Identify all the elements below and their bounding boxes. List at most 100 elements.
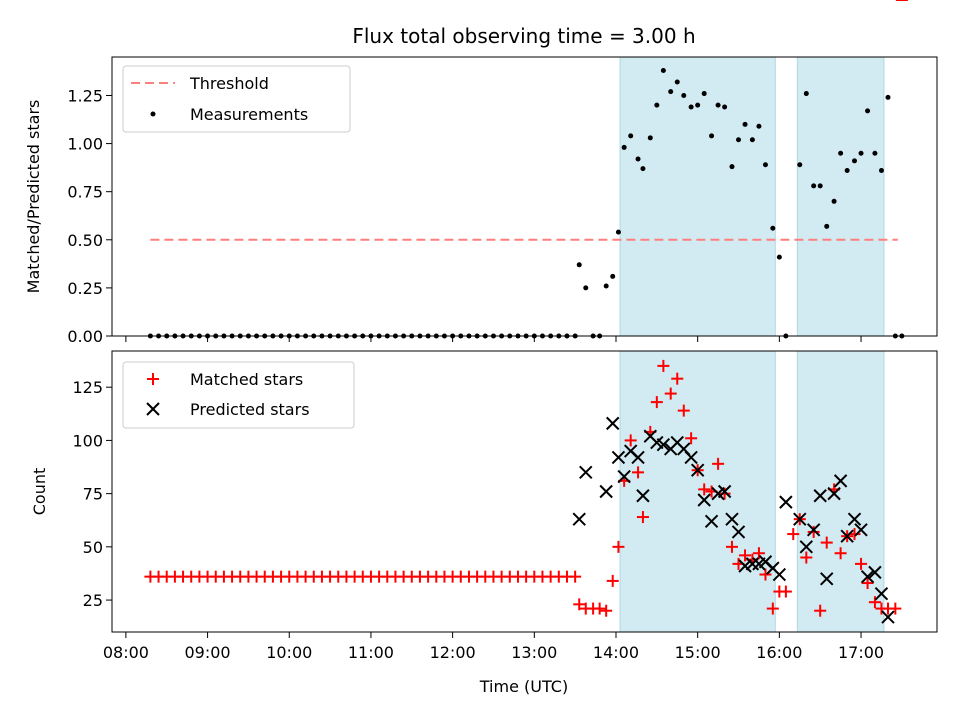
measurement-point (770, 225, 776, 231)
x-tick-label: 10:00 (266, 643, 312, 662)
bottom-y-tick-label: 100 (72, 431, 103, 450)
matched-star-point (698, 483, 711, 496)
matched-star-point (787, 528, 800, 541)
predicted-star-point (745, 557, 760, 571)
matched-star-point (593, 602, 606, 615)
bottom-y-tick-label: 50 (83, 538, 103, 557)
top-y-tick-label: 0.75 (67, 183, 103, 202)
predicted-star-point (599, 484, 613, 499)
measurement-point (576, 262, 582, 268)
predicted-legend-swatch (146, 402, 160, 416)
predicted-star-point (572, 512, 586, 526)
matched-star-point (759, 568, 772, 581)
measurement-point (635, 156, 641, 162)
x-tick-label: 12:00 (430, 643, 476, 662)
measurement-point (844, 168, 850, 174)
measurement-point (742, 121, 748, 127)
matched-star-point (718, 487, 731, 500)
measurement-point (701, 91, 707, 97)
matched-star-point (664, 387, 677, 400)
measurement-point (736, 137, 742, 143)
matched-star-point (657, 359, 670, 372)
bottom-y-tick-label: 125 (72, 378, 103, 397)
matched-star-point (861, 577, 874, 590)
measurement-point (749, 137, 755, 143)
predicted-star-point (772, 567, 787, 582)
measurement-point (674, 79, 680, 85)
measurement-point (878, 168, 884, 174)
measurement-point (885, 94, 891, 100)
predicted-star-point (697, 493, 711, 507)
measurement-point (756, 123, 762, 129)
predicted-star-point (854, 523, 868, 537)
predicted-legend-label: Predicted stars (190, 400, 310, 419)
matched-star-point (612, 540, 625, 553)
matched-star-point (606, 574, 619, 587)
measurement-point (695, 102, 701, 108)
measurement-point (872, 150, 878, 156)
top-y-tick-label: 1.25 (67, 86, 103, 105)
measurement-point (811, 183, 817, 189)
count-points (144, 0, 908, 624)
measurement-point (776, 254, 782, 260)
matched-star-point (677, 404, 690, 417)
bottom-panel: 25 50 75 100 125 08:00 09:00 10:00 11:00 12:00 13… (30, 0, 938, 696)
measurement-point (688, 104, 694, 110)
x-tick-label: 17:00 (838, 643, 884, 662)
measurement-point (583, 285, 589, 291)
predicted-star-point (881, 610, 895, 624)
measurement-point (610, 273, 616, 279)
measurement-point (647, 135, 653, 141)
x-tick-label: 11:00 (348, 643, 394, 662)
matched-star-point (712, 457, 725, 470)
predicted-star-point (813, 489, 827, 503)
measurement-point (621, 144, 627, 150)
predicted-star-point (847, 512, 862, 526)
predicted-star-point (820, 572, 834, 586)
top-y-ticks: 0.00 0.25 0.50 0.75 1.00 1.25 (67, 86, 112, 346)
predicted-star-point (684, 450, 698, 465)
matched-star-point (600, 604, 613, 617)
matched-star-point (752, 547, 765, 560)
measurement-point (729, 164, 735, 170)
predicted-star-point (704, 514, 719, 529)
x-tick-label: 15:00 (675, 643, 721, 662)
top-legend-box (122, 65, 351, 133)
measurement-point (838, 150, 844, 156)
matched-star-point (834, 547, 847, 560)
measurement-point (668, 89, 674, 95)
predicted-star-point (833, 474, 848, 488)
x-tick-label: 08:00 (103, 643, 149, 662)
matched-star-point (569, 570, 582, 583)
matched-star-point (739, 549, 752, 562)
predicted-star-point (725, 512, 739, 526)
predicted-star-point (806, 523, 821, 537)
measurement-point (681, 92, 687, 98)
measurement-point (852, 158, 857, 164)
measurement-point (797, 162, 803, 168)
measurement-point (615, 229, 621, 235)
top-plot-frame (111, 56, 938, 337)
top-y-tick-label: 1.00 (67, 135, 103, 154)
matched-legend-label: Matched stars (190, 370, 303, 389)
predicted-star-point (617, 469, 631, 484)
predicted-star-point (874, 586, 889, 601)
measurement-point (831, 198, 837, 204)
measurement-point (858, 150, 864, 156)
top-x-ticks (125, 336, 862, 342)
measurement-point (628, 133, 634, 139)
measurement-points (147, 67, 905, 339)
measurements-legend-label: Measurements (190, 105, 308, 124)
predicted-star-point (799, 540, 814, 554)
matched-star-point (820, 536, 833, 549)
matched-star-point (814, 604, 827, 617)
bottom-y-ticks: 25 50 75 100 125 (72, 378, 112, 610)
x-tick-label: 13:00 (511, 643, 557, 662)
top-shaded-intervals (619, 56, 885, 337)
bottom-shaded-intervals (619, 350, 885, 633)
predicted-star-point (738, 559, 752, 573)
x-axis-label: Time (UTC) (479, 677, 568, 696)
measurement-point (640, 166, 646, 172)
shaded-interval-0 (619, 56, 776, 337)
